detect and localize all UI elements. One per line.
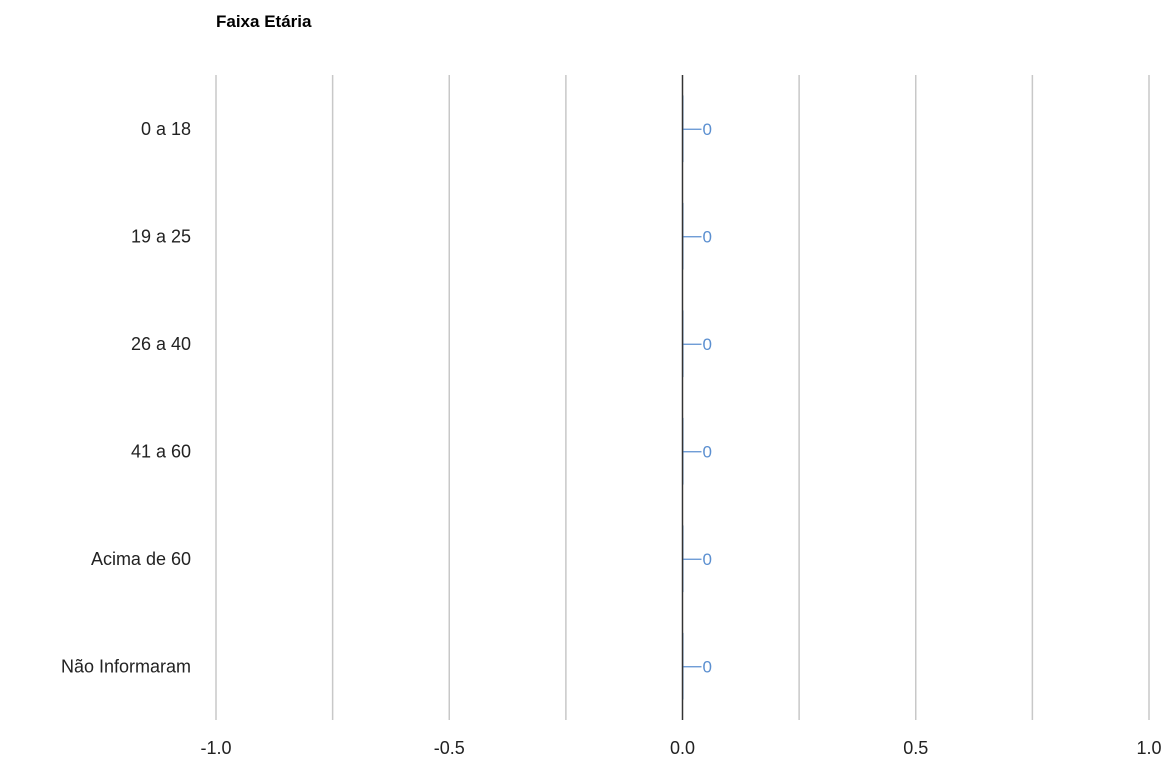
x-tick-label: 0.5	[903, 738, 928, 758]
category-label: Não Informaram	[61, 656, 191, 676]
category-axis: 0 a 18 19 a 25 26 a 40 41 a 60 Acima de 60 Nã…	[61, 119, 191, 677]
data-label: 0	[703, 550, 712, 569]
data-label: 0	[703, 335, 712, 354]
data-labels: 0 0 0 0 0 0	[683, 120, 712, 676]
data-label: 0	[703, 442, 712, 461]
data-label: 0	[703, 227, 712, 246]
category-label: 19 a 25	[131, 226, 191, 246]
category-label: Acima de 60	[91, 549, 191, 569]
value-axis: -1.0 -0.5 0.0 0.5 1.0	[200, 738, 1161, 758]
x-tick-label: 0.0	[670, 738, 695, 758]
x-tick-label: -1.0	[200, 738, 231, 758]
chart-title: Faixa Etária	[216, 12, 312, 31]
category-label: 26 a 40	[131, 334, 191, 354]
data-label: 0	[703, 120, 712, 139]
data-label: 0	[703, 657, 712, 676]
gridlines	[215, 75, 1150, 720]
x-tick-label: -0.5	[434, 738, 465, 758]
x-tick-label: 1.0	[1136, 738, 1161, 758]
category-label: 41 a 60	[131, 441, 191, 461]
category-label: 0 a 18	[141, 119, 191, 139]
